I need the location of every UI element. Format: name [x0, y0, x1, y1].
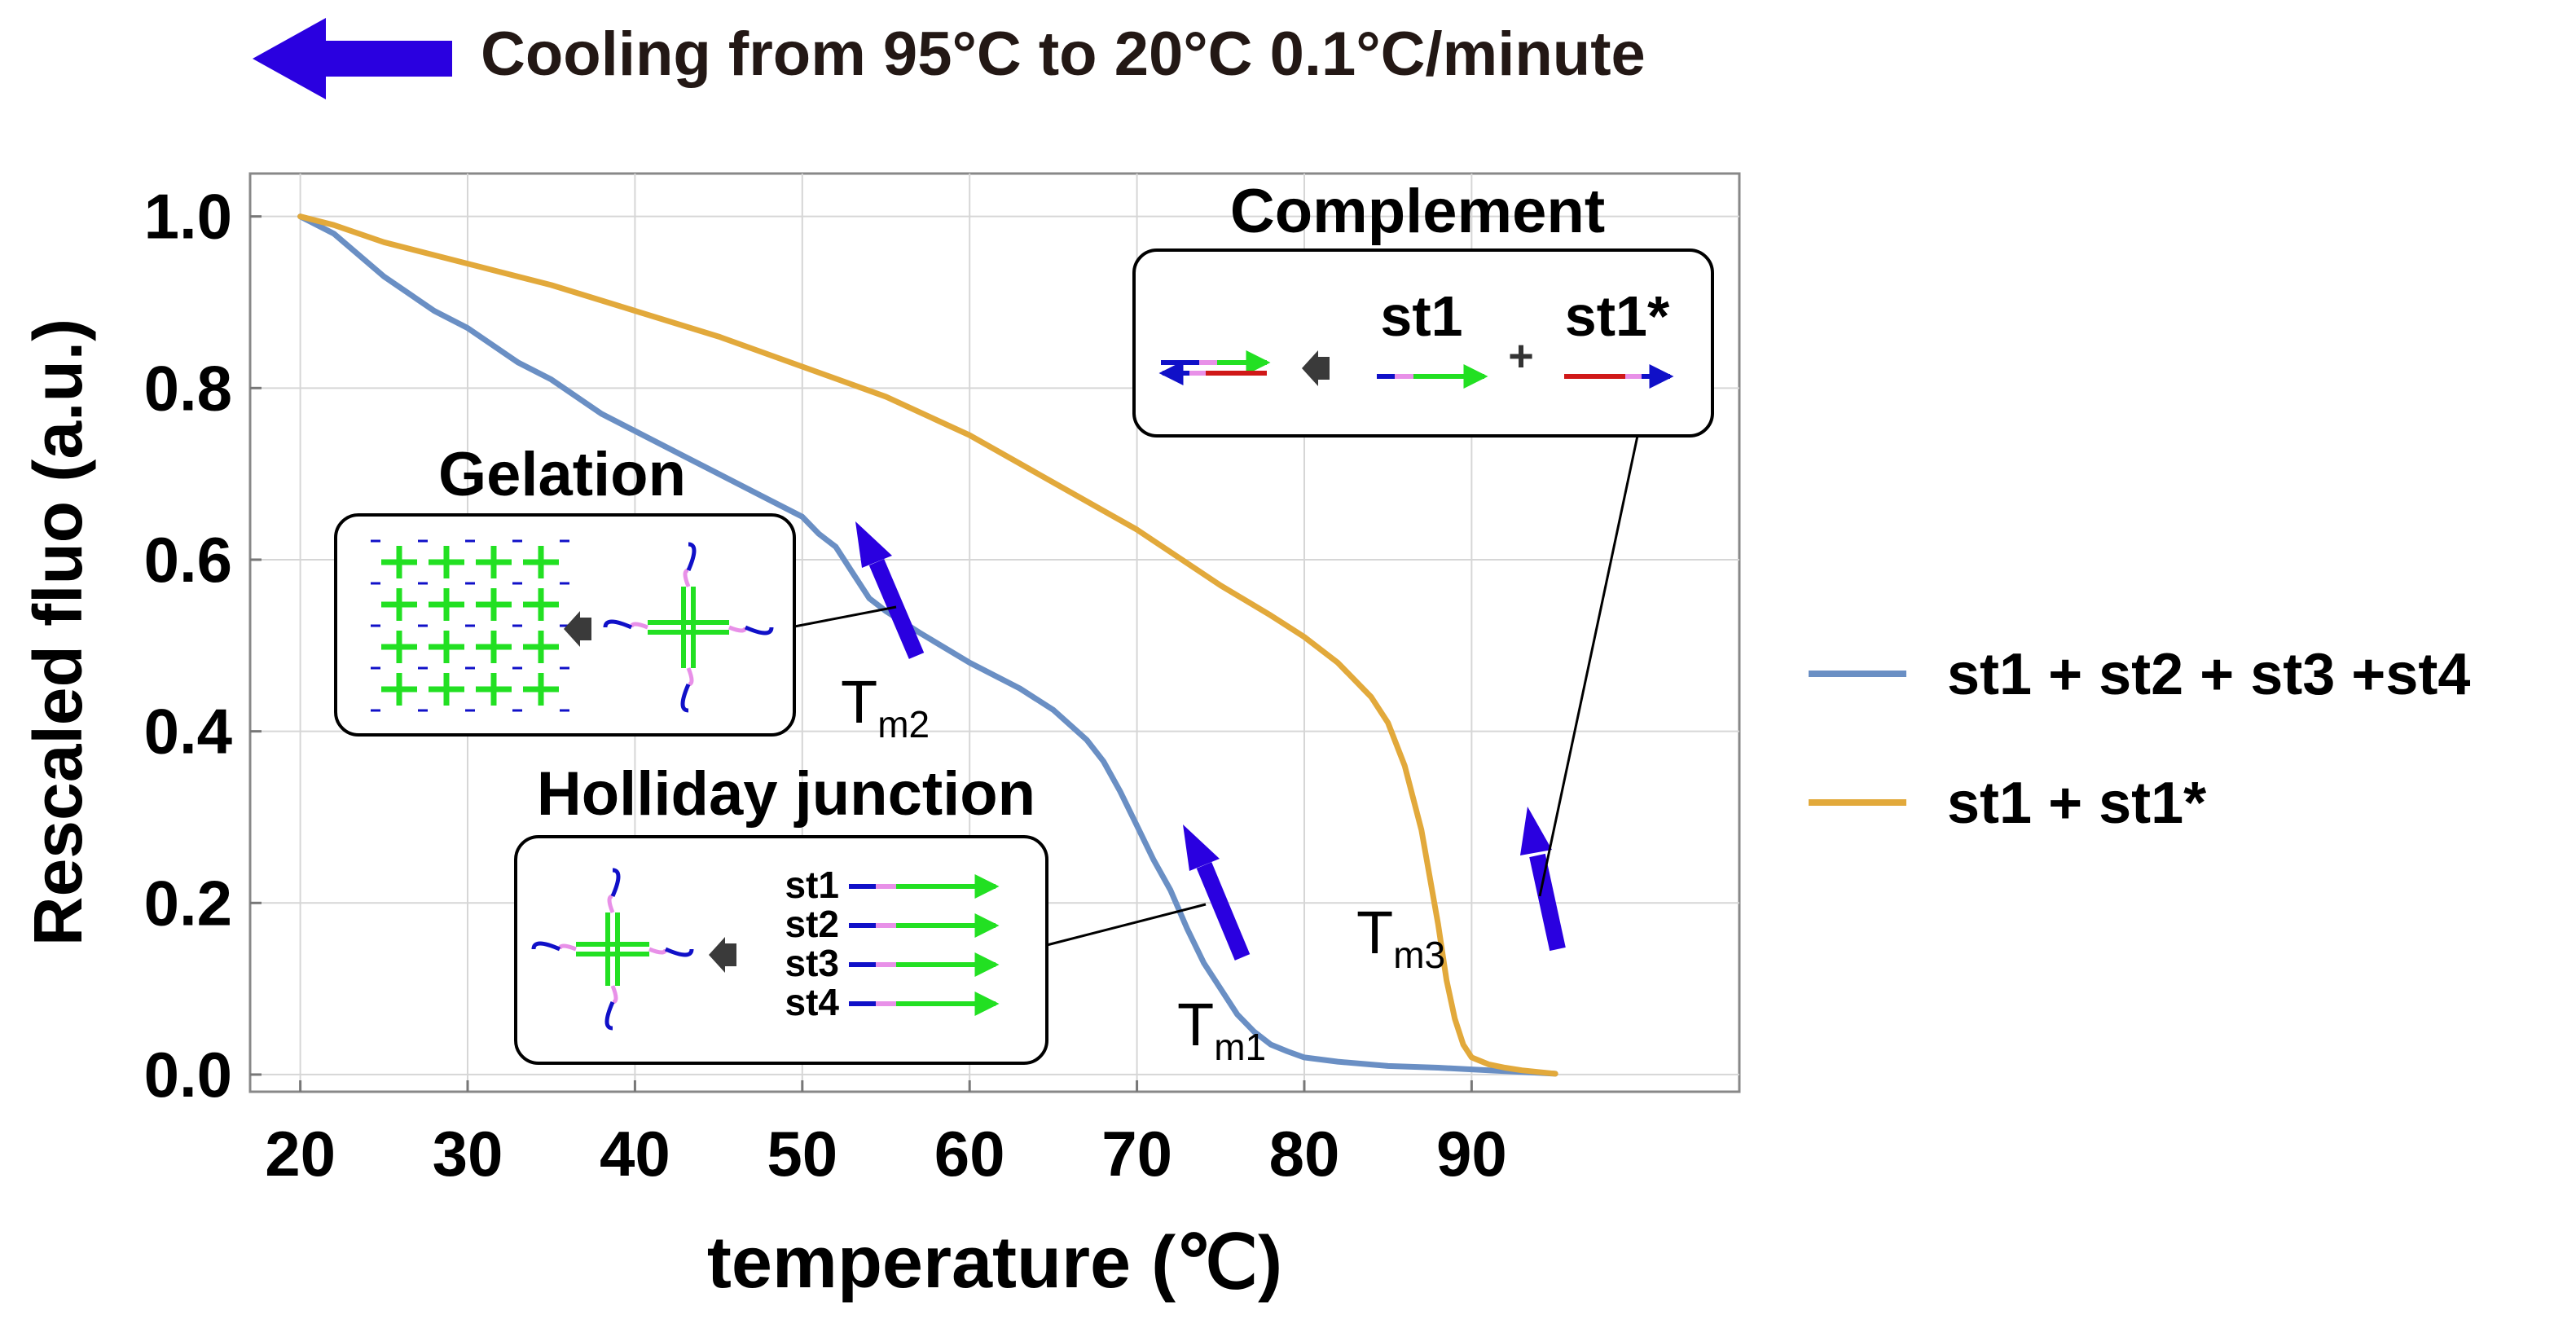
tm1-marker-arrow: [1183, 825, 1251, 961]
x-tick-label: 70: [1101, 1118, 1172, 1189]
gelation-title: Gelation: [438, 440, 686, 509]
legend-label-series-1: st1 + st2 + st3 +st4: [1947, 642, 2470, 707]
tm3-marker-arrow: [1520, 807, 1566, 952]
holliday-strand-label: st1: [785, 864, 839, 906]
holliday-leader-line: [1046, 903, 1207, 947]
series-line-1: [297, 213, 1558, 1077]
tm3-label: Tm3: [1356, 899, 1445, 976]
holliday-title: Holliday junction: [537, 759, 1035, 829]
gelation-gray-arrow: [564, 611, 591, 647]
complement-plus: +: [1508, 332, 1534, 380]
x-axis-label: temperature (℃): [707, 1222, 1282, 1304]
x-tick-label: 20: [265, 1118, 336, 1189]
cooling-direction-arrow: [253, 18, 452, 99]
four-arm-junction-icon: [603, 542, 774, 713]
complement-st1-label: st1: [1380, 284, 1462, 348]
series-layer: [297, 213, 1558, 1077]
header-text: Cooling from 95°C to 20°C 0.1°C/minute: [481, 20, 1646, 89]
complement-gray-arrow: [1302, 350, 1330, 386]
complement-inset: st1 + st1*: [1132, 248, 1714, 438]
y-tick-label: 0.4: [144, 696, 232, 767]
y-tick-label: 0.0: [144, 1039, 232, 1110]
x-tick-label: 40: [600, 1118, 670, 1189]
series-line-2: [297, 213, 1558, 1077]
x-tick-label: 90: [1436, 1118, 1507, 1189]
gel-lattice-icon: [371, 539, 569, 712]
gelation-leader-line: [789, 605, 897, 629]
x-tick-label: 60: [934, 1118, 1005, 1189]
complement-title: Complement: [1230, 177, 1605, 246]
legend-label-series-2: st1 + st1*: [1947, 771, 2206, 836]
y-tick-label: 1.0: [144, 181, 232, 253]
y-tick-label: 0.2: [144, 867, 232, 939]
complement-st1star-label: st1*: [1565, 284, 1670, 348]
gelation-inset: [334, 513, 796, 737]
legend: st1 + st2 + st3 +st4 st1 + st1*: [1809, 642, 2470, 836]
x-tick-label: 50: [767, 1118, 837, 1189]
duplex-strand-icon: [1158, 350, 1271, 385]
axis-ticks: 20 30 40 50 60 70 80 90 0.0 0.2 0.4 0.6 0.8 1.0: [144, 181, 1507, 1189]
holliday-strand-label: st3: [785, 942, 839, 984]
y-tick-label: 0.6: [144, 524, 232, 596]
x-tick-label: 80: [1269, 1118, 1340, 1189]
tm2-marker-arrow: [855, 521, 925, 659]
holliday-gray-arrow: [709, 937, 736, 973]
y-tick-label: 0.8: [144, 352, 232, 424]
tm2-label: Tm2: [841, 668, 930, 745]
tm1-label: Tm1: [1177, 991, 1266, 1068]
holliday-junction-icon: [531, 868, 694, 1031]
holliday-strand-label: st2: [785, 903, 839, 945]
y-axis-label: Rescaled fluo (a.u.): [20, 319, 96, 946]
holliday-strand-label: st4: [785, 981, 840, 1023]
complement-leader-line: [1538, 435, 1639, 897]
x-tick-label: 30: [433, 1118, 503, 1189]
